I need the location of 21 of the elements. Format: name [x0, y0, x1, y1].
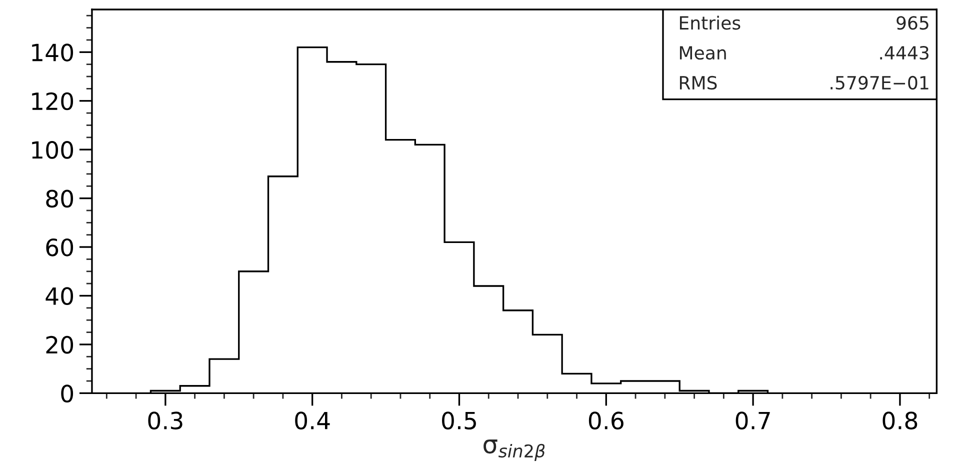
x-tick-label: 0.3 [148, 412, 182, 430]
annotation: Entries [680, 16, 740, 30]
annotation: Mean [680, 46, 726, 60]
annotation: RMS [680, 76, 717, 90]
y-tick-label: 60 [46, 238, 74, 256]
y-tick-label: 20 [46, 336, 74, 354]
x-axis-title: σ$_{sin2β}$ [484, 440, 545, 461]
x-tick-label: 0.6 [588, 412, 624, 430]
y-tick-label: 0 [61, 384, 74, 402]
y-tick-label: 40 [46, 287, 74, 306]
y-tick-label: 120 [32, 92, 74, 110]
y-tick-label: 100 [32, 141, 74, 159]
y-tick-label: 80 [46, 190, 74, 208]
x-tick-label: 0.4 [295, 412, 330, 430]
x-tick-label: 0.8 [882, 412, 918, 430]
y-tick-label: 140 [32, 44, 74, 62]
annotation: .4443 [880, 46, 928, 60]
x-tick-label: 0.5 [442, 412, 476, 430]
annotation: 965 [896, 16, 928, 30]
x-tick-label: 0.7 [736, 412, 770, 430]
annotation: .5797E−01 [830, 76, 928, 90]
